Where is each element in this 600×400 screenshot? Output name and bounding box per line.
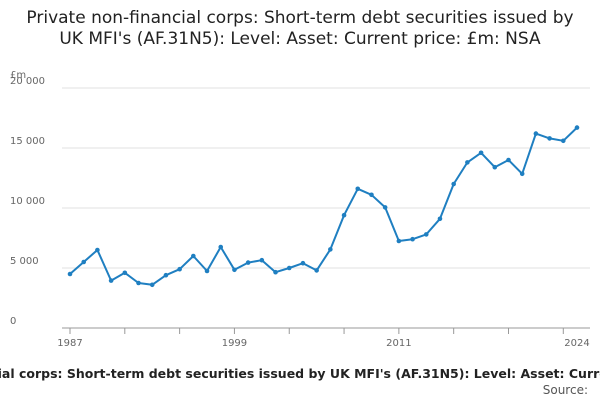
data-point[interactable] xyxy=(95,247,100,253)
data-point[interactable] xyxy=(574,125,580,130)
data-point[interactable] xyxy=(451,181,456,187)
data-point[interactable] xyxy=(81,259,87,265)
data-point[interactable] xyxy=(437,216,443,222)
data-point[interactable] xyxy=(382,205,388,210)
data-point[interactable] xyxy=(314,268,319,273)
data-point[interactable] xyxy=(506,157,511,163)
y-tick-label: 10 000 xyxy=(10,196,45,207)
data-point[interactable] xyxy=(245,260,251,265)
data-point[interactable] xyxy=(478,150,484,156)
y-axis-unit-label: £m xyxy=(10,70,26,81)
data-point[interactable] xyxy=(560,138,566,144)
x-tick-label: 2024 xyxy=(564,338,589,349)
data-point[interactable] xyxy=(191,253,196,259)
legend-label: Private non-financial corps: Short-term … xyxy=(0,366,600,381)
data-point[interactable] xyxy=(204,268,210,274)
data-point[interactable] xyxy=(122,270,128,276)
data-point[interactable] xyxy=(163,272,169,278)
gridlines xyxy=(62,87,590,329)
data-point[interactable] xyxy=(396,238,402,244)
data-point[interactable] xyxy=(519,171,525,177)
data-point[interactable] xyxy=(218,244,224,250)
data-point[interactable] xyxy=(355,186,361,192)
x-axis: 1987 1999 2011 2024 xyxy=(57,328,590,349)
data-point[interactable] xyxy=(108,278,114,283)
y-axis: 0 5 000 10 000 15 000 20 000 xyxy=(10,76,45,327)
source-label: Source: xyxy=(542,383,588,397)
x-tick-label: 1987 xyxy=(57,338,82,349)
data-point[interactable] xyxy=(286,265,292,271)
y-tick-label: 0 xyxy=(10,316,16,327)
data-point[interactable] xyxy=(136,280,141,286)
data-point[interactable] xyxy=(410,236,415,242)
data-point[interactable] xyxy=(149,282,155,288)
chart-title: Private non-financial corps: Short-term … xyxy=(26,8,574,49)
data-point[interactable] xyxy=(67,271,73,277)
series-layer xyxy=(67,125,580,288)
x-tick-label: 2011 xyxy=(386,338,411,349)
y-tick-label: 20 000 xyxy=(10,76,45,87)
series-line xyxy=(69,126,578,286)
data-point[interactable] xyxy=(177,266,182,272)
data-point[interactable] xyxy=(341,212,347,218)
data-point[interactable] xyxy=(328,247,333,252)
data-point[interactable] xyxy=(547,136,552,141)
data-point[interactable] xyxy=(273,269,278,275)
data-point[interactable] xyxy=(533,131,539,136)
data-point[interactable] xyxy=(369,192,374,198)
legend: Private non-financial corps: Short-term … xyxy=(0,366,600,384)
data-point[interactable] xyxy=(465,160,470,165)
data-point[interactable] xyxy=(423,232,429,237)
data-point[interactable] xyxy=(232,267,237,273)
x-tick-label: 1999 xyxy=(222,338,247,349)
y-tick-label: 5 000 xyxy=(10,256,39,267)
data-point[interactable] xyxy=(259,257,265,263)
data-point[interactable] xyxy=(492,164,498,170)
y-tick-label: 15 000 xyxy=(10,136,45,147)
data-point[interactable] xyxy=(300,260,306,266)
